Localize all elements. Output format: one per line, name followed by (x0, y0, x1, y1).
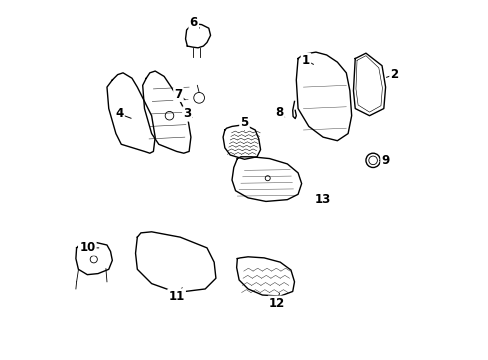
Text: 11: 11 (168, 289, 184, 303)
Text: 8: 8 (275, 105, 283, 119)
Text: 13: 13 (314, 193, 330, 206)
Text: 4: 4 (115, 107, 123, 120)
Text: 9: 9 (381, 154, 389, 167)
Text: 1: 1 (301, 54, 309, 67)
Text: 5: 5 (240, 116, 248, 129)
Text: 7: 7 (174, 88, 182, 101)
Text: 12: 12 (268, 297, 284, 310)
Text: 10: 10 (79, 241, 95, 255)
Text: 2: 2 (390, 68, 398, 81)
Text: 6: 6 (189, 16, 198, 29)
Text: 3: 3 (183, 107, 191, 120)
